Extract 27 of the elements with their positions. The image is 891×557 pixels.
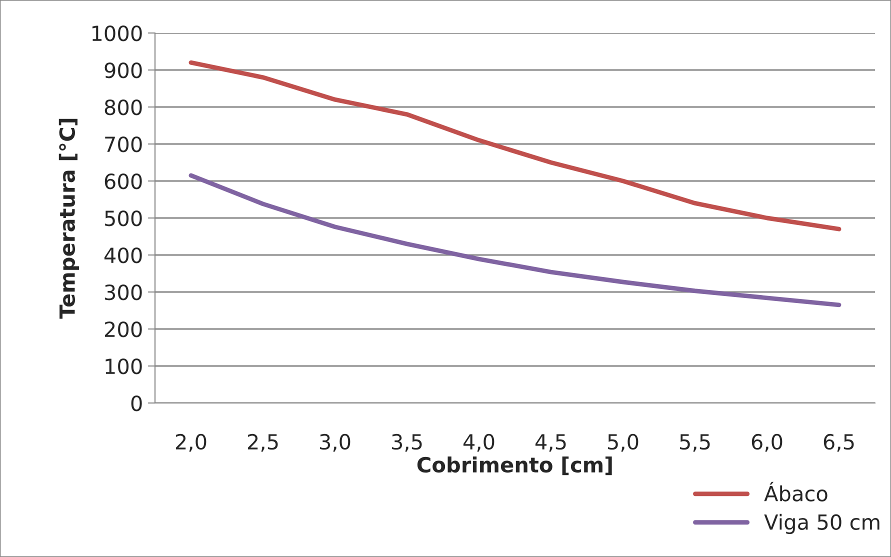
x-tick-label: 4,5 [535,434,566,452]
x-axis-title: Cobrimento [cm] [417,456,612,476]
y-tick-label: 800 [104,99,142,116]
y-tick-label: 600 [104,173,142,190]
y-tick-label: 1000 [92,25,142,42]
x-tick-label: 5,5 [680,434,710,452]
x-tick-label: 5,0 [608,434,638,452]
y-tick-label: 700 [105,136,142,152]
line-series [188,173,842,308]
line-series [188,60,842,232]
x-tick-label: 3,5 [392,434,422,452]
x-tick-label: 4,0 [463,434,494,452]
legend-label: Viga 50 cm [764,514,880,534]
x-tick-label: 2,5 [248,434,278,452]
x-tick-label: 6,5 [824,434,854,452]
y-tick-label: 900 [104,62,142,78]
y-tick-label: 200 [104,321,142,338]
x-tick-label: 3,0 [320,434,350,452]
y-tick-label: 300 [105,284,142,300]
y-tick-label: 500 [105,210,142,226]
x-tick-label: 6,0 [752,434,782,452]
x-tick-label: 2,0 [176,434,206,452]
y-tick-label: 0 [131,395,142,412]
y-axis-title: Temperatura [°C] [58,118,80,319]
y-tick-label: 400 [104,247,142,264]
y-tick-label: 100 [106,358,142,374]
legend-label: Ábaco [764,482,828,502]
